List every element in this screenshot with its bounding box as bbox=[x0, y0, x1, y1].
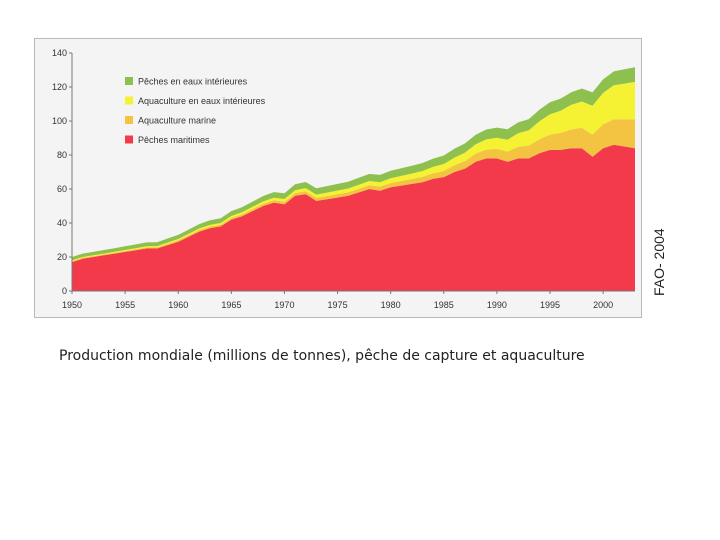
x-tick-label: 1965 bbox=[221, 300, 241, 310]
x-tick-label: 1960 bbox=[168, 300, 188, 310]
x-tick-label: 1985 bbox=[434, 300, 454, 310]
y-tick-label: 40 bbox=[57, 218, 67, 228]
chart-legend: Pêches en eaux intérieures Aquaculture en… bbox=[125, 77, 266, 145]
chart-areas bbox=[72, 67, 635, 291]
x-tick-label: 1950 bbox=[62, 300, 82, 310]
chart-svg: 0 20 40 60 80 100 120 140 1950 1955 1960 1965 1970 19… bbox=[52, 48, 635, 310]
x-tick-label: 2000 bbox=[593, 300, 613, 310]
x-tick-label: 1970 bbox=[274, 300, 294, 310]
y-tick-label: 120 bbox=[52, 82, 67, 92]
y-tick-label: 20 bbox=[57, 252, 67, 262]
x-tick-label: 1995 bbox=[540, 300, 560, 310]
x-tick-label: 1975 bbox=[328, 300, 348, 310]
x-tick-label: 1980 bbox=[381, 300, 401, 310]
area-series-1 bbox=[72, 119, 635, 263]
x-tick-label: 1990 bbox=[487, 300, 507, 310]
x-tick-label: 1955 bbox=[115, 300, 135, 310]
legend-label: Pêches en eaux intérieures bbox=[138, 77, 248, 87]
legend-swatch bbox=[125, 116, 133, 124]
y-tick-label: 60 bbox=[57, 184, 67, 194]
legend-label: Aquaculture marine bbox=[138, 116, 216, 126]
legend-swatch bbox=[125, 77, 133, 85]
source-label: FAO- 2004 bbox=[651, 228, 667, 296]
chart-caption: Production mondiale (millions de tonnes)… bbox=[59, 348, 585, 364]
y-tick-label: 80 bbox=[57, 150, 67, 160]
legend-swatch bbox=[125, 96, 133, 105]
legend-label: Aquaculture en eaux intérieures bbox=[138, 96, 266, 106]
legend-swatch bbox=[125, 135, 133, 144]
chart-axes: 0 20 40 60 80 100 120 140 1950 1955 1960 1965 1970 19… bbox=[52, 48, 635, 310]
y-tick-label: 140 bbox=[52, 48, 67, 58]
area-series-0 bbox=[72, 144, 635, 291]
legend-label: Pêches maritimes bbox=[138, 135, 210, 145]
y-tick-label: 0 bbox=[62, 286, 67, 296]
chart-frame: 0 20 40 60 80 100 120 140 1950 1955 1960 1965 1970 19… bbox=[34, 38, 642, 318]
y-tick-label: 100 bbox=[52, 116, 67, 126]
